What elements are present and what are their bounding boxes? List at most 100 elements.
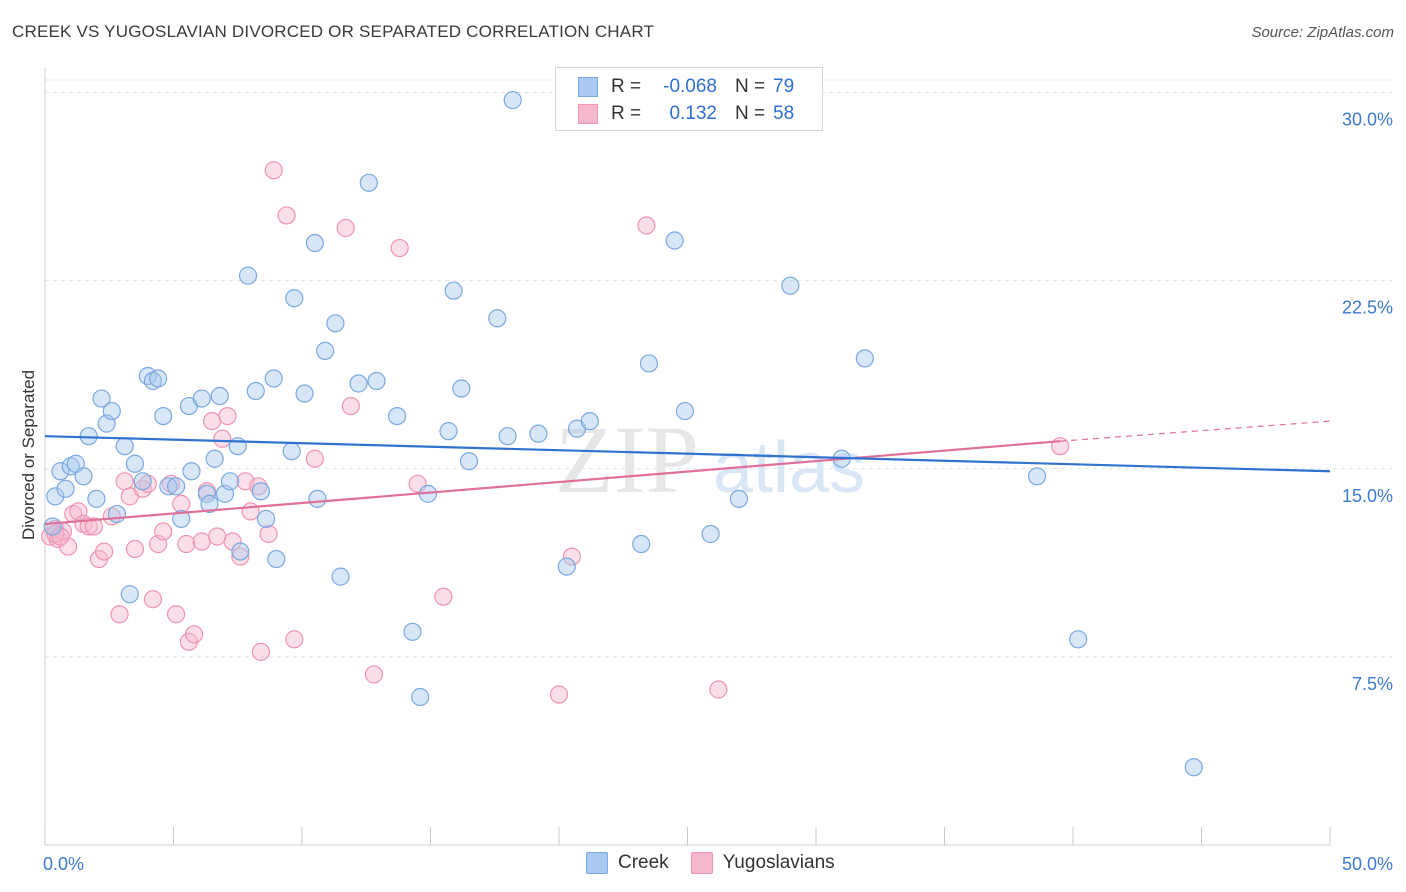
creek-point <box>192 389 211 408</box>
creek-point <box>166 477 186 496</box>
creek-point <box>200 494 219 513</box>
creek-point <box>231 542 250 561</box>
legend-item-creek[interactable]: Creek <box>586 852 669 874</box>
creek-point <box>205 449 224 468</box>
creek-point <box>125 454 145 473</box>
creek-point <box>143 371 163 391</box>
creek-point <box>326 314 345 333</box>
yugoslavians-point <box>562 547 581 566</box>
creek-point <box>331 567 350 586</box>
watermark-zip: ZIP <box>555 406 699 513</box>
yugoslavians-point <box>223 532 242 551</box>
creek-point <box>159 477 178 496</box>
creek-point <box>308 489 327 508</box>
yugoslavians-point <box>213 429 232 448</box>
yugoslavians-point <box>251 642 270 661</box>
yugoslavians-point <box>161 474 181 493</box>
creek-point <box>246 381 265 401</box>
creek-point <box>403 622 422 641</box>
legend-item-yugoslavians[interactable]: Yugoslavians <box>690 852 835 874</box>
creek-trend-line <box>44 435 1331 473</box>
yugoslavians-point <box>1051 437 1070 456</box>
yugoslavians-point <box>305 449 324 468</box>
yugoslavians-points <box>41 161 1070 704</box>
yugoslavians-point <box>549 685 569 704</box>
creek-point <box>1184 758 1203 777</box>
creek-point <box>92 389 111 408</box>
creek-point <box>46 487 65 506</box>
creek-point <box>349 374 368 393</box>
yugoslavians-trend-extension <box>1060 420 1331 442</box>
creek-point <box>580 412 599 431</box>
creek-point <box>120 585 139 604</box>
yugoslavians-point <box>341 396 360 416</box>
yugoslavians-point <box>184 625 204 644</box>
series-legend: Creek Yugoslavians <box>586 852 857 874</box>
yugoslavians-point <box>249 477 268 496</box>
creek-point <box>503 90 522 110</box>
creek-point <box>665 231 684 250</box>
creek-swatch <box>586 852 608 874</box>
creek-point <box>498 427 517 446</box>
creek-point <box>411 687 430 707</box>
yugoslavians-point <box>115 472 134 491</box>
creek-point <box>359 173 378 192</box>
yugoslavians-point <box>143 590 163 609</box>
n-label: N = <box>735 103 766 124</box>
creek-point <box>87 489 106 508</box>
creek-point <box>51 462 70 481</box>
yugoslavians-point <box>133 479 152 498</box>
yugoslavians-point <box>218 406 237 426</box>
yugoslavians-point <box>95 542 114 561</box>
watermark: ZIP atlas <box>555 406 865 513</box>
creek-point <box>182 462 201 481</box>
creek-point <box>632 534 651 554</box>
creek-point <box>781 276 800 295</box>
y-tick-label: 15.0% <box>1342 486 1393 506</box>
x-tick-label: 0.0% <box>43 854 84 874</box>
y-tick-label: 22.5% <box>1342 298 1393 318</box>
yugoslavians-point <box>259 524 278 544</box>
yugoslavians-point <box>154 522 173 541</box>
r-label: R = <box>611 76 642 97</box>
creek-point <box>172 509 191 529</box>
trend-lines <box>44 420 1331 526</box>
creek-point <box>439 422 458 441</box>
creek-point <box>56 479 75 498</box>
yugoslavians-point <box>138 474 157 493</box>
creek-point <box>210 386 229 406</box>
yugoslavians-point <box>264 161 283 180</box>
n-value: 79 <box>773 76 795 97</box>
creek-point <box>251 482 270 501</box>
yugoslavians-label: Yugoslavians <box>722 852 835 873</box>
yugoslavians-point <box>110 605 129 624</box>
creek-point <box>238 266 258 285</box>
creek-point <box>102 401 121 421</box>
yugoslavians-point <box>208 527 227 546</box>
creek-point <box>367 371 386 391</box>
y-tick-label: 30.0% <box>1342 110 1393 130</box>
creek-point <box>459 452 479 471</box>
creek-point <box>61 457 80 476</box>
r-value: 0.132 <box>669 103 717 124</box>
legend-row-creek: R = -0.068 N = 79 <box>578 75 794 99</box>
creek-point <box>1027 467 1047 486</box>
source-label: Source: ZipAtlas.com <box>1251 24 1394 41</box>
yugoslavians-trend-line <box>44 440 1061 526</box>
yugoslavians-point <box>51 527 70 546</box>
chart-title: CREEK VS YUGOSLAVIAN DIVORCED OR SEPARAT… <box>12 22 655 41</box>
tick-labels: 7.5% 15.0% 22.5% 30.0% 0.0% 50.0% <box>43 110 1393 874</box>
yugoslavians-swatch <box>578 104 598 124</box>
creek-point <box>282 442 301 461</box>
creek-point <box>295 384 314 403</box>
creek-point <box>316 341 335 360</box>
yugoslavians-point <box>277 206 296 225</box>
y-tick-label: 7.5% <box>1352 674 1393 694</box>
x-tick-label: 50.0% <box>1342 854 1393 874</box>
yugoslavians-point <box>709 680 728 699</box>
n-value: 58 <box>773 103 795 124</box>
creek-point <box>264 369 283 388</box>
creek-point <box>133 472 152 491</box>
yugoslavians-point <box>84 517 103 536</box>
creek-point <box>154 406 173 426</box>
